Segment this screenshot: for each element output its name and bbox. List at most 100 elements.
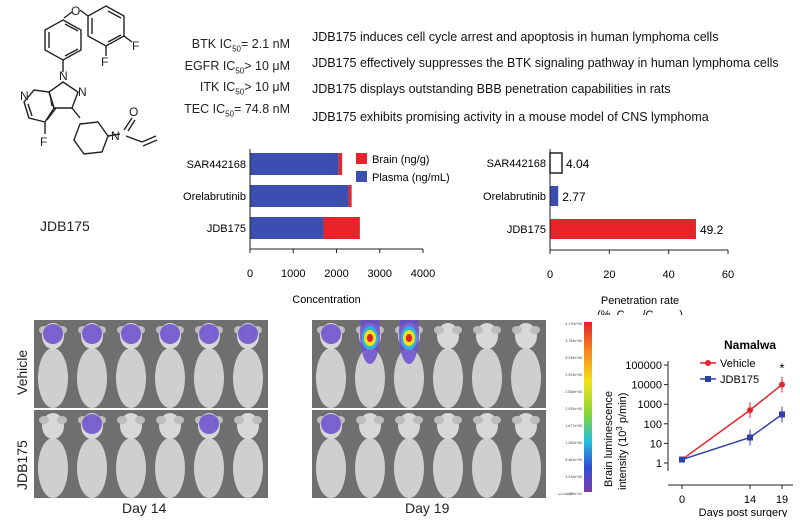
mouse-body [38, 348, 68, 408]
category-label: SAR442168 [187, 159, 246, 171]
data-point [747, 407, 753, 414]
ic50-tec: TEC IC50= 74.8 nM [184, 101, 290, 119]
mouse-ear [156, 416, 166, 424]
mouse [472, 413, 502, 498]
bar-0 [549, 152, 563, 174]
series-line-1 [681, 413, 783, 461]
x-axis-label: Days post surgery [699, 507, 788, 517]
luminescence-signal [160, 324, 180, 344]
value-label: 2.77 [562, 190, 586, 204]
bar-plasma-2 [250, 217, 324, 239]
bar-plasma-0 [250, 153, 339, 175]
mouse-ear [234, 416, 244, 424]
mouse [38, 413, 68, 498]
compound-name: JDB175 [40, 218, 90, 234]
bar-plasma-1 [250, 185, 349, 207]
atom-f-mid: F [101, 55, 108, 69]
mouse-body [394, 348, 424, 408]
colorbar-ticks: 4.170e+06 3.754e+06 3.339e+06 2.923e+06 2.50… [560, 322, 582, 496]
luminescence-signal [321, 414, 341, 434]
legend-swatch [356, 171, 367, 182]
mouse-ear [530, 326, 540, 334]
mouse-ear [135, 416, 145, 424]
colorbar-tick-label: 4.310e+05 [565, 475, 582, 479]
colorbar-unit: p/s/cm2/sr [558, 492, 572, 496]
bar-brain-1 [348, 185, 352, 207]
ic50-itk: ITK IC50> 10 μM [199, 80, 290, 97]
mouse-ear [117, 416, 127, 424]
bar-2 [550, 219, 696, 239]
mouse [194, 413, 224, 498]
colorbar-tick-label: 3.339e+06 [565, 356, 582, 360]
legend-label: Vehicle [720, 358, 755, 370]
category-label: Orelabrutinib [183, 191, 246, 203]
luminescence-signal [82, 324, 102, 344]
x-tick-label: 40 [663, 269, 675, 281]
mouse [394, 320, 424, 408]
mouse [77, 413, 107, 498]
mouse-body [38, 438, 68, 498]
luminescence-signal [199, 414, 219, 434]
imaging-day14-vehicle [34, 320, 268, 408]
y-tick-label: 10 [650, 438, 662, 450]
colorbar-tick-label: 2.923e+06 [565, 373, 582, 377]
mouse-ear [473, 416, 483, 424]
day-label-19: Day 19 [405, 500, 450, 516]
colorbar-tick-label: 4.170e+06 [565, 322, 582, 326]
bar-brain-2 [323, 217, 360, 239]
colorbar [584, 322, 592, 492]
x-tick-label: 0 [247, 268, 253, 280]
mouse [316, 323, 346, 408]
mouse-ear [413, 416, 423, 424]
bar-brain-0 [338, 153, 343, 175]
mouse-ear [452, 326, 462, 334]
imaging-day19-vehicle [312, 320, 546, 408]
mouse-ear [473, 326, 483, 334]
ic50-btk: BTK IC50= 2.1 nM [191, 37, 290, 54]
luminescence-signal [238, 324, 258, 344]
mouse [116, 323, 146, 408]
data-point [747, 434, 753, 441]
y-tick-label: 100000 [625, 360, 662, 372]
mouse [433, 413, 463, 498]
colorbar-tick-label: 1.262e+06 [565, 441, 582, 445]
x-tick-label: 0 [679, 494, 685, 506]
row-label-jdb175: JDB175 [14, 440, 30, 490]
mouse-ear [512, 326, 522, 334]
colorbar-tick-label: 1.677e+06 [565, 424, 582, 428]
mouse-ear [491, 416, 501, 424]
mouse-body [355, 348, 385, 408]
value-label: 4.04 [566, 157, 590, 171]
mouse [511, 413, 541, 498]
x-tick-label: 3000 [368, 268, 392, 280]
mouse-body [472, 348, 502, 408]
mouse [77, 323, 107, 408]
mouse-ear [374, 416, 384, 424]
mouse-ear [512, 416, 522, 424]
mouse-body [511, 438, 541, 498]
mouse-body [511, 348, 541, 408]
legend-label: Brain (ng/g) [372, 154, 429, 166]
x-axis-label: Concentration [292, 294, 361, 305]
legend-swatch [356, 153, 367, 164]
luminescence-signal [43, 324, 63, 344]
mouse-body [316, 348, 346, 408]
mouse-body [116, 348, 146, 408]
mouse-ear [356, 416, 366, 424]
mouse-body [116, 438, 146, 498]
value-label: 49.2 [700, 223, 724, 237]
data-point [679, 456, 685, 463]
mouse [355, 320, 385, 408]
mouse-body [433, 348, 463, 408]
mouse-body [355, 438, 385, 498]
atom-f-top: F [132, 39, 139, 53]
colorbar-tick-label: 8.463e+05 [565, 458, 582, 462]
y-tick-label: 10000 [631, 380, 662, 392]
mouse [155, 323, 185, 408]
luminescence-signal [121, 324, 141, 344]
atom-o-amide: O [129, 105, 138, 119]
luminescence-signal [199, 324, 219, 344]
mouse-body [194, 348, 224, 408]
mouse [38, 323, 68, 408]
mouse [194, 323, 224, 408]
